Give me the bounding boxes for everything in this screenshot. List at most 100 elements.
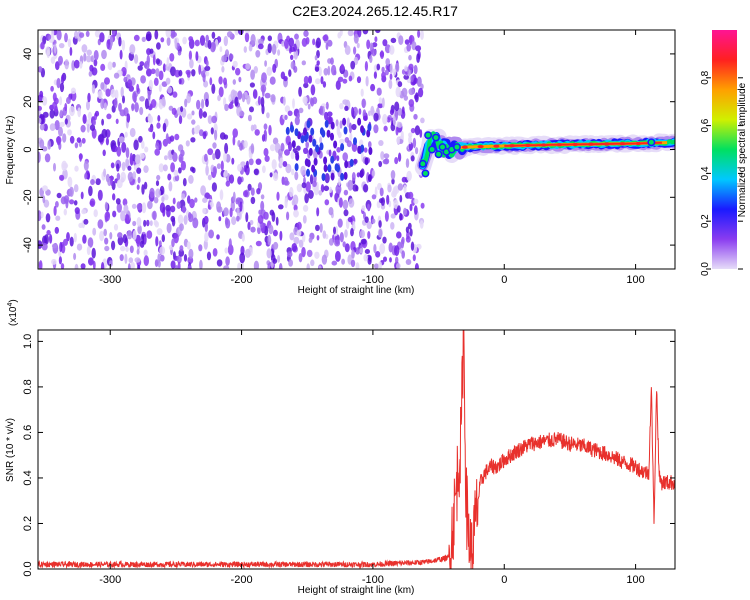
noise-blob: [198, 129, 204, 137]
noise-blob: [292, 98, 295, 109]
x-tick-label: -200: [231, 574, 253, 586]
noise-blob: [246, 95, 251, 105]
noise-blob: [85, 30, 90, 37]
noise-blob: [41, 243, 48, 251]
noise-blob: [232, 90, 238, 97]
onset-blob: [424, 131, 433, 140]
noise-blob: [41, 224, 46, 230]
noise-blob: [403, 95, 408, 101]
noise-blob: [245, 212, 249, 223]
spectrogram-area: [38, 30, 675, 269]
noise-blob: [99, 32, 105, 43]
noise-blob: [174, 133, 180, 141]
noise-blob: [155, 236, 159, 247]
noise-blob: [369, 42, 374, 50]
noise-blob: [298, 107, 304, 114]
noise-blob: [187, 265, 192, 269]
burst-blob: [367, 174, 372, 183]
noise-blob: [347, 216, 353, 223]
noise-blob: [369, 55, 373, 63]
noise-blob: [385, 58, 391, 66]
noise-blob: [45, 46, 51, 56]
noise-blob: [189, 58, 194, 69]
noise-blob: [405, 259, 412, 265]
noise-blob: [154, 259, 159, 267]
noise-blob: [119, 49, 123, 60]
noise-blob: [342, 78, 348, 84]
noise-blob: [195, 51, 199, 62]
noise-blob: [304, 193, 309, 204]
noise-blob: [241, 233, 245, 242]
noise-blob: [82, 114, 87, 124]
noise-blob: [153, 197, 159, 204]
noise-blob: [161, 234, 165, 243]
noise-blob: [171, 31, 177, 38]
colorbar: [712, 30, 737, 269]
noise-blob: [245, 63, 251, 70]
noise-blob: [150, 68, 156, 75]
noise-blob: [121, 39, 126, 51]
noise-blob: [167, 173, 172, 181]
noise-blob: [389, 257, 392, 263]
noise-blob: [59, 82, 65, 93]
noise-blob: [363, 147, 368, 153]
noise-blob: [170, 260, 176, 269]
noise-blob: [81, 44, 88, 53]
noise-blob: [234, 30, 239, 36]
noise-blob: [97, 219, 104, 229]
noise-blob: [339, 232, 344, 243]
noise-blob: [111, 240, 116, 251]
noise-blob: [310, 84, 316, 96]
noise-blob: [105, 137, 109, 146]
noise-blob: [56, 77, 61, 89]
noise-blob: [148, 127, 154, 133]
noise-blob: [374, 186, 378, 197]
noise-blob: [149, 48, 154, 54]
noise-blob: [119, 254, 124, 262]
noise-blob: [300, 165, 306, 176]
spectrogram-y-axis-label: Frequency (Hz): [5, 116, 16, 185]
noise-blob: [401, 250, 406, 259]
noise-blob: [204, 65, 211, 71]
snr-y-axis-label: SNR (10 * v/v): [5, 418, 16, 482]
noise-blob: [237, 30, 244, 35]
noise-blob: [124, 214, 130, 224]
noise-blob: [121, 161, 126, 172]
noise-blob: [320, 184, 325, 193]
noise-blob: [285, 163, 292, 174]
noise-blob: [104, 245, 110, 252]
noise-blob: [305, 181, 311, 192]
burst-blob: [319, 127, 324, 136]
noise-blob: [165, 30, 172, 38]
noise-blob: [124, 253, 128, 264]
noise-blob: [149, 220, 153, 227]
noise-blob: [137, 176, 141, 184]
noise-blob: [176, 254, 182, 264]
noise-blob: [91, 84, 96, 94]
noise-blob: [264, 155, 270, 163]
noise-blob: [216, 234, 220, 240]
noise-blob: [87, 92, 91, 103]
signal-peak: [635, 141, 642, 146]
noise-blob: [301, 37, 308, 47]
noise-blob: [335, 119, 339, 127]
noise-blob: [223, 265, 230, 269]
noise-blob: [286, 251, 293, 258]
noise-blob: [316, 235, 320, 241]
noise-blob: [40, 41, 45, 50]
noise-blob: [61, 160, 68, 172]
noise-blob: [136, 248, 140, 255]
noise-blob: [342, 152, 349, 162]
noise-blob: [97, 90, 103, 99]
noise-blob: [60, 263, 65, 269]
noise-blob: [124, 131, 128, 138]
noise-blob: [212, 142, 217, 149]
noise-blob: [350, 259, 356, 268]
noise-blob: [371, 218, 376, 224]
noise-blob: [87, 111, 92, 120]
noise-blob: [349, 132, 353, 141]
x-tick-label: 100: [626, 274, 644, 286]
noise-blob: [277, 49, 281, 56]
noise-blob: [70, 87, 76, 95]
noise-blob: [306, 263, 310, 269]
